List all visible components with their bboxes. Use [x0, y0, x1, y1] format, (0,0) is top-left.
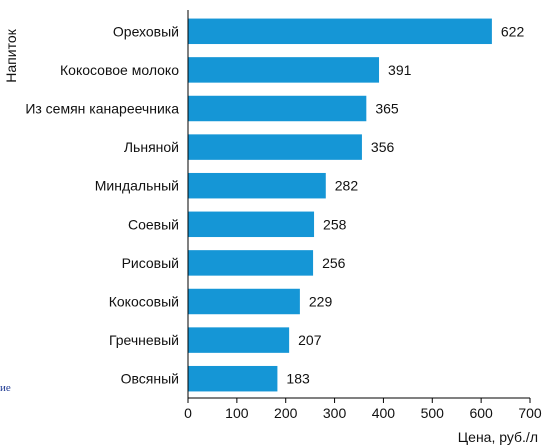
value-label-1: 622	[501, 23, 525, 39]
x-tick-label-5: 400	[372, 405, 396, 421]
value-label-10: 183	[286, 371, 310, 387]
value-label-6: 258	[323, 216, 347, 232]
value-label-8: 229	[309, 294, 333, 310]
bar-7	[188, 250, 314, 276]
bar-3	[188, 95, 367, 122]
bar-6	[188, 211, 315, 238]
bar-4	[188, 134, 362, 160]
x-axis-title: Цена, руб./л	[458, 429, 538, 445]
bar-8	[188, 288, 300, 315]
bars-group	[188, 18, 492, 392]
category-label-4: Льняной	[124, 139, 179, 155]
bar-2	[188, 57, 380, 83]
value-label-7: 256	[322, 255, 346, 271]
x-tick-label-7: 600	[469, 405, 493, 421]
x-tick-label-1: 0	[184, 405, 192, 421]
category-label-3: Из семян канареечника	[25, 101, 179, 117]
category-label-8: Кокосовый	[109, 294, 179, 310]
value-label-9: 207	[298, 332, 322, 348]
x-tick-label-3: 200	[274, 405, 298, 421]
x-tick-label-4: 300	[323, 405, 347, 421]
value-label-4: 356	[371, 139, 395, 155]
bar-1	[188, 18, 492, 45]
x-tick-label-8: 700	[518, 405, 542, 421]
y-axis-title: Напиток	[3, 28, 19, 82]
category-label-7: Рисовый	[122, 255, 179, 271]
value-label-3: 365	[375, 101, 399, 117]
category-labels: Ореховый Кокосовое молоко Из семян канарее…	[25, 23, 179, 386]
category-label-9: Гречневый	[109, 332, 179, 348]
axes-group	[187, 10, 530, 399]
bar-9	[188, 327, 290, 353]
category-label-1: Ореховый	[113, 23, 179, 39]
category-label-5: Миндальный	[95, 178, 179, 194]
value-label-2: 391	[388, 62, 412, 78]
bar-5	[188, 172, 326, 199]
value-labels: 622 391 365 356 282 258 256 229 207 183	[286, 23, 524, 386]
x-tick-label-6: 500	[421, 405, 445, 421]
bar-10	[188, 365, 278, 392]
category-label-2: Кокосовое молоко	[60, 62, 179, 78]
category-label-6: Соевый	[128, 216, 179, 232]
x-tick-label-2: 100	[225, 405, 249, 421]
stray-text: ие	[0, 382, 11, 394]
category-label-10: Овсяный	[121, 371, 179, 387]
value-label-5: 282	[335, 178, 359, 194]
x-ticks: 0 100 200 300 400 500 600 700	[184, 398, 542, 421]
